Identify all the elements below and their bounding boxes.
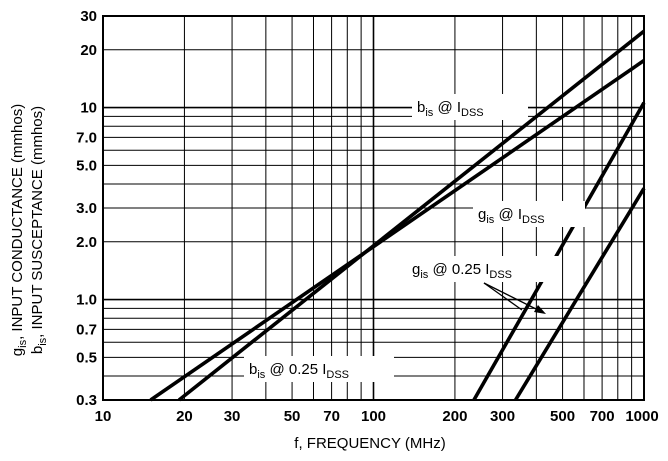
leader-line (483, 282, 539, 311)
plot-frame (102, 15, 645, 401)
arrow-head (534, 305, 546, 314)
series-label-gis-025idss: gis @ 0.25 IDSS (412, 261, 512, 281)
svg-text:bis, INPUT SUSCEPTANCE (mmhos): bis, INPUT SUSCEPTANCE (mmhos) (29, 106, 49, 354)
svg-text:gis, INPUT CONDUCTANCE (mmhos): gis, INPUT CONDUCTANCE (mmhos) (9, 104, 29, 356)
x-tick-labels: 10 20 30 50 70 100 200 300 500 700 1000 (95, 408, 659, 425)
y-axis-title-2: bis, INPUT SUSCEPTANCE (mmhos) (29, 106, 49, 354)
y-tick-label: 0.5 (76, 349, 97, 366)
x-tick-label: 20 (176, 408, 193, 425)
series-label-bg (473, 201, 585, 227)
x-tick-label: 50 (284, 408, 301, 425)
x-tick-label: 300 (490, 408, 515, 425)
x-tick-label: 30 (224, 408, 241, 425)
x-tick-label: 1000 (625, 408, 658, 425)
x-tick-label: 500 (550, 408, 575, 425)
y-tick-labels: 0.3 0.5 0.7 1.0 2.0 3.0 5.0 7.0 10 20 30 (76, 8, 97, 409)
x-axis-title: f, FREQUENCY (MHz) (294, 435, 445, 452)
series-label-bis-025idss: bis @ 0.25 IDSS (249, 361, 349, 381)
series-line-0 (177, 29, 646, 402)
series-lines (149, 29, 646, 402)
series-label-bg (244, 356, 394, 382)
x-tick-label: 10 (95, 408, 112, 425)
x-tick-label: 200 (442, 408, 467, 425)
series-label-gis-idss: gis @ IDSS (478, 206, 545, 226)
y-tick-label: 10 (80, 100, 97, 117)
y-tick-label: 20 (80, 42, 97, 59)
y-tick-label: 7.0 (76, 129, 97, 146)
series-line-1 (149, 59, 646, 402)
y-tick-label: 1.0 (76, 292, 97, 309)
y-tick-label: 0.3 (76, 392, 97, 409)
y-tick-label: 2.0 (76, 234, 97, 251)
annotations: bis @ IDSS gis @ IDSS gis @ 0.25 IDSS bi… (244, 94, 585, 382)
y-tick-label: 0.7 (76, 321, 97, 338)
y-tick-label: 3.0 (76, 200, 97, 217)
x-tick-label: 70 (323, 408, 340, 425)
series-label-bg (407, 256, 559, 282)
series-line-2 (472, 101, 646, 401)
series-label-bg (412, 94, 528, 120)
series-label-bis-idss: bis @ IDSS (417, 99, 484, 119)
y-tick-label: 30 (80, 8, 97, 25)
x-tick-label: 700 (590, 408, 615, 425)
y-tick-label: 5.0 (76, 157, 97, 174)
x-tick-label: 100 (361, 408, 386, 425)
leader-line (483, 282, 523, 311)
series-line-3 (513, 187, 646, 401)
y-axis-title-1: gis, INPUT CONDUCTANCE (mmhos) (9, 104, 29, 356)
